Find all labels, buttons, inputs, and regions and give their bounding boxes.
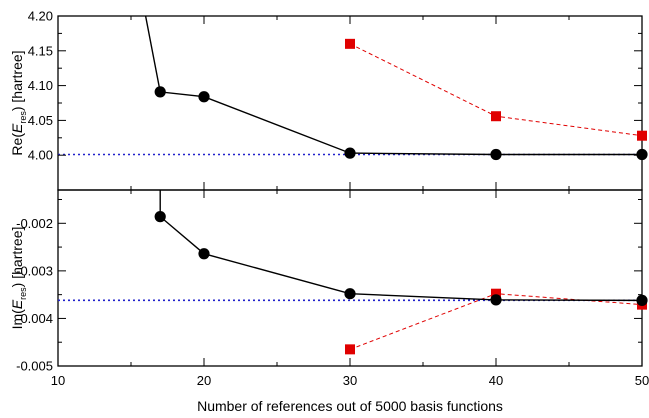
top-red-square-marker xyxy=(491,111,501,122)
bottom-series-black xyxy=(154,190,648,306)
bottom-black-circle-marker xyxy=(344,288,356,300)
x-axis-labels: 10 20 30 40 50 xyxy=(51,373,649,388)
bottom-black-circle-marker xyxy=(490,294,502,306)
bottom-y-tick-label: -0.002 xyxy=(16,216,53,231)
top-series-red xyxy=(345,38,647,141)
top-y-tick-label: 4.00 xyxy=(28,148,53,163)
bottom-ticks: -0.005 -0.004 -0.003 -0.002 xyxy=(16,190,643,374)
x-axis-title: Number of references out of 5000 basis f… xyxy=(197,398,503,414)
top-black-series-line xyxy=(144,15,642,156)
top-black-circle-marker xyxy=(636,148,648,161)
x-tick-label: 20 xyxy=(197,373,211,388)
bottom-red-square-marker xyxy=(491,288,501,299)
top-red-square-marker xyxy=(345,38,355,49)
bottom-black-circle-marker xyxy=(636,294,648,306)
x-tick-label: 40 xyxy=(489,373,503,388)
top-y-axis-title: Re(Eres) [hartree] xyxy=(9,50,28,155)
bottom-y-tick-label: -0.004 xyxy=(16,311,53,326)
top-series-black xyxy=(144,15,648,161)
bottom-red-square-marker xyxy=(345,344,355,355)
top-black-circle-marker xyxy=(198,91,210,103)
top-y-tick-label: 4.10 xyxy=(28,78,53,93)
x-tick-label: 10 xyxy=(51,373,65,388)
top-red-square-marker xyxy=(637,130,647,141)
top-black-circle-marker xyxy=(344,147,356,159)
top-black-circle-marker xyxy=(154,86,166,98)
top-ticks: 4.00 4.05 4.10 4.15 4.20 xyxy=(28,9,643,190)
top-red-series-line xyxy=(349,43,643,137)
bottom-y-tick-label: -0.003 xyxy=(16,263,53,278)
bottom-y-axis-title: Im(Eres) [hartree] xyxy=(9,227,28,330)
bottom-black-circle-marker xyxy=(198,248,210,260)
top-y-tick-label: 4.20 xyxy=(28,9,53,24)
x-tick-label: 30 xyxy=(343,373,357,388)
top-panel: 4.00 4.05 4.10 4.15 4.20 Re(Eres) [hartree] xyxy=(9,9,648,191)
x-tick-label: 50 xyxy=(635,373,649,388)
bottom-panel-frame xyxy=(57,189,643,367)
bottom-black-series-line xyxy=(159,190,643,302)
top-y-tick-label: 4.15 xyxy=(28,43,53,58)
bottom-y-tick-label: -0.005 xyxy=(16,359,53,374)
top-y-tick-label: 4.05 xyxy=(28,113,53,128)
bottom-black-circle-marker xyxy=(154,211,166,223)
bottom-panel: -0.005 -0.004 -0.003 -0.002 Im(Eres) [hartr… xyxy=(9,189,648,374)
top-black-circle-marker xyxy=(490,148,502,161)
